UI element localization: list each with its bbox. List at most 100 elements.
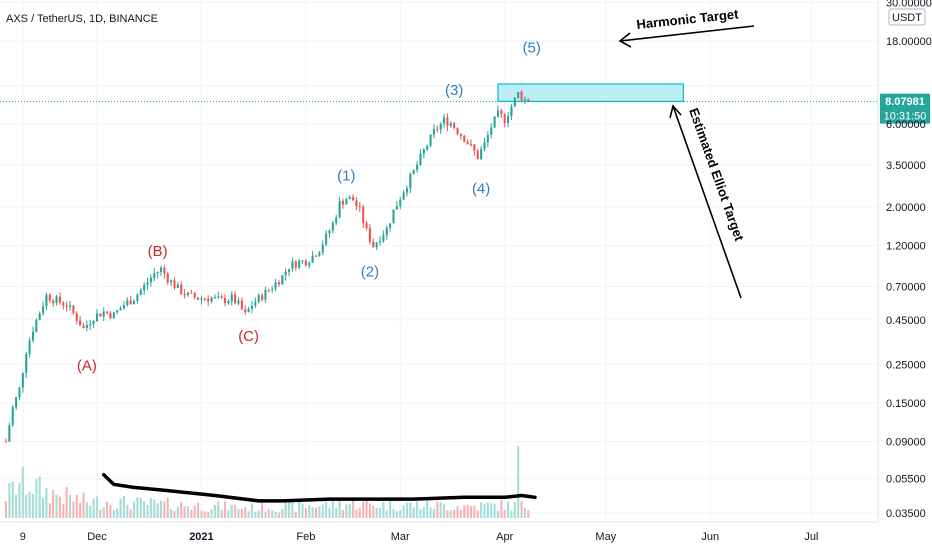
candle-body: [133, 300, 136, 305]
volume-bar: [92, 498, 95, 518]
price-axis-tick-label: 0.45000: [886, 315, 926, 327]
volume-bar: [355, 509, 358, 518]
candle-body: [500, 110, 503, 115]
volume-bar: [338, 501, 341, 518]
volume-bar: [99, 509, 102, 518]
price-axis-tick-label: 0.15000: [886, 398, 926, 410]
candle-body: [89, 324, 92, 326]
time-axis-tick-label: May: [595, 531, 616, 543]
volume-bar: [21, 466, 24, 518]
wave-label: (2): [361, 263, 379, 280]
candle-body: [288, 268, 291, 272]
price-axis-tick-label: 3.50000: [886, 160, 926, 172]
last-price-line-group: 8.07981 10:31:50: [0, 93, 930, 124]
volume-bar: [362, 501, 365, 518]
volume-bar: [426, 499, 429, 518]
wave-label: (A): [77, 358, 97, 375]
candle-body: [257, 295, 260, 303]
countdown-value: 10:31:50: [884, 111, 927, 123]
volume-bar: [237, 509, 240, 518]
volume-bar: [520, 501, 523, 518]
last-price-label-bg: [880, 93, 930, 124]
volume-bar: [193, 505, 196, 518]
price-axis[interactable]: 30.00000 18.00000 6.00000 3.50000 2.00000 1.2…: [886, 0, 932, 520]
volume-bar: [493, 503, 496, 518]
volume-bar: [45, 488, 48, 518]
candle-body: [372, 241, 375, 248]
volume-bar: [129, 509, 132, 518]
candle-body: [426, 145, 429, 150]
elliot-arrow-head: [669, 104, 682, 119]
currency-badge[interactable]: USDT: [888, 8, 926, 26]
candle-body: [473, 144, 476, 151]
volume-bar: [133, 501, 136, 518]
price-axis-tick-label: 30.00000: [886, 0, 932, 9]
candle-body: [38, 313, 41, 320]
volume-bar: [463, 505, 466, 518]
candle-body: [523, 99, 526, 101]
candle-body: [129, 300, 132, 305]
volume-bar: [378, 508, 382, 518]
candles: [4, 90, 530, 443]
volume-bar: [274, 511, 277, 518]
candle-body: [18, 387, 21, 398]
candle-body: [331, 222, 334, 231]
volume-bar: [149, 498, 152, 518]
volume-bar: [389, 500, 392, 518]
candle-body: [109, 312, 112, 318]
volume-bar: [102, 507, 105, 518]
candle-body: [25, 353, 28, 373]
candle-body: [65, 305, 68, 307]
volume-bar: [170, 509, 173, 518]
time-axis[interactable]: 9 Dec 2021 Feb Mar Apr May Jun Jul: [0, 521, 878, 543]
price-axis-tick-label: 0.25000: [886, 359, 926, 371]
candle-body: [180, 284, 183, 294]
volume-bar: [443, 504, 446, 518]
candle-body: [237, 300, 240, 304]
candle-body: [368, 228, 371, 242]
candle-body: [416, 164, 419, 170]
candle-body: [399, 199, 402, 206]
volume-bar: [267, 509, 270, 518]
volume-bar: [223, 501, 227, 518]
volume-bar: [11, 481, 14, 518]
volume-bar: [220, 509, 223, 518]
candle-body: [490, 127, 493, 135]
candle-body: [183, 293, 186, 296]
volume-bar: [203, 511, 206, 518]
candle-body: [527, 99, 530, 102]
candle-body: [203, 298, 206, 300]
candle-body: [382, 235, 385, 242]
time-axis-tick-label: 2021: [189, 531, 213, 543]
volume-bar: [240, 508, 243, 518]
volume-bar: [52, 490, 55, 518]
volume-bar: [116, 508, 119, 518]
candle-body: [405, 188, 409, 193]
candle-body: [456, 128, 459, 134]
price-axis-tick-label: 2.00000: [886, 202, 926, 214]
candle-body: [62, 302, 65, 306]
candle-body: [15, 397, 18, 408]
volume-bar: [473, 505, 476, 518]
volume-bar: [180, 502, 183, 518]
volume-bar: [106, 501, 109, 518]
volume-bar: [62, 504, 65, 518]
candle-body: [385, 227, 388, 236]
volume-bar: [183, 506, 186, 518]
candle-body: [106, 311, 109, 313]
volume-bar: [146, 505, 149, 518]
candle-body: [45, 294, 48, 307]
candle-body: [291, 261, 294, 269]
candle-body: [392, 209, 395, 224]
volume-bar: [409, 502, 412, 518]
volume-bar: [385, 510, 388, 518]
volume-bar: [250, 503, 254, 518]
time-axis-tick-label: Jun: [701, 531, 719, 543]
candle-body: [230, 294, 233, 302]
candle-body: [176, 284, 179, 288]
candle-body: [429, 134, 432, 146]
volume-ma-line: [101, 472, 537, 503]
candle-body: [341, 200, 345, 205]
wave-label: (C): [238, 328, 259, 345]
candle-body: [493, 116, 496, 128]
